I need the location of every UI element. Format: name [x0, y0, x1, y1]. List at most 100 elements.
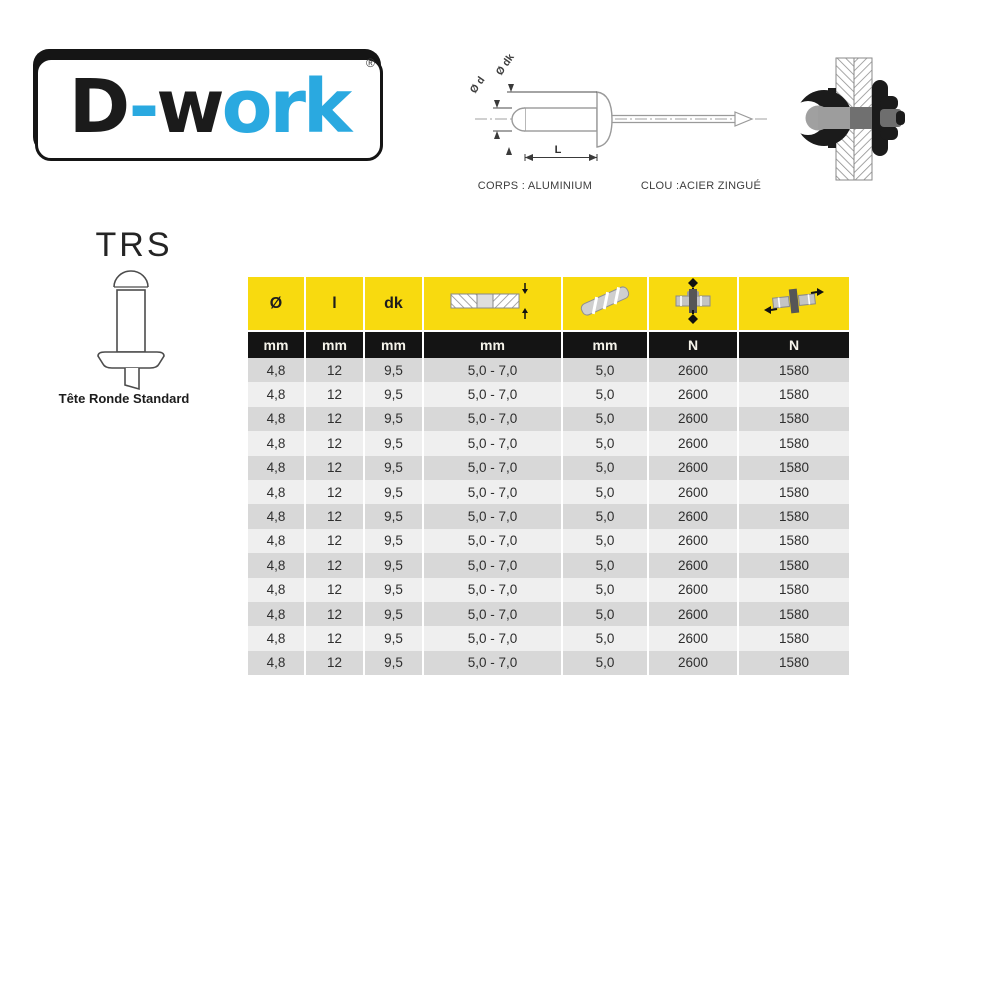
table-cell: 9,5 — [364, 479, 424, 505]
table-cell: 2600 — [648, 382, 739, 407]
table-cell: 5,0 - 7,0 — [423, 650, 563, 676]
table-cell: 5,0 — [562, 382, 649, 407]
table-cell: 2600 — [648, 528, 739, 554]
table-row: 4,8 12 9,5 5,0 - 7,0 5,0 2600 1580 — [248, 358, 849, 383]
table-cell: 12 — [305, 358, 365, 383]
table-cell: 5,0 — [562, 577, 649, 602]
table-cell: 5,0 — [562, 601, 649, 627]
table-row: 4,8 12 9,5 5,0 - 7,0 5,0 2600 1580 — [248, 601, 849, 627]
table-cell: 5,0 - 7,0 — [423, 479, 563, 505]
table-cell: 5,0 - 7,0 — [423, 358, 563, 383]
table-row: 4,8 12 9,5 5,0 - 7,0 5,0 2600 1580 — [248, 455, 849, 480]
table-cell: 2600 — [648, 577, 739, 602]
nail-material-label: CLOU :ACIER ZINGUÉ — [640, 180, 762, 192]
table-cell: 9,5 — [364, 553, 424, 578]
table-cell: 5,0 — [562, 504, 649, 529]
logo-part-1: D — [68, 64, 132, 150]
table-cell: 5,0 — [562, 650, 649, 676]
table-row: 4,8 12 9,5 5,0 - 7,0 5,0 2600 1580 — [248, 626, 849, 651]
table-cell: 5,0 — [562, 358, 649, 383]
unit-cell: mm — [562, 330, 649, 358]
table-cell: 5,0 — [562, 626, 649, 651]
table-cell: 12 — [305, 577, 365, 602]
table-cell: 12 — [305, 406, 365, 432]
table-cell: 1580 — [738, 479, 849, 505]
table-row: 4,8 12 9,5 5,0 - 7,0 5,0 2600 1580 — [248, 577, 849, 602]
brand-logo: D-work — [35, 57, 383, 161]
table-cell: 5,0 - 7,0 — [423, 504, 563, 529]
column-header-grip-range — [423, 277, 563, 331]
table-row: 4,8 12 9,5 5,0 - 7,0 5,0 2600 1580 — [248, 528, 849, 554]
table-cell: 5,0 - 7,0 — [423, 455, 563, 480]
table-cell: 5,0 - 7,0 — [423, 601, 563, 627]
table-cell: 5,0 — [562, 431, 649, 456]
table-cell: 9,5 — [364, 577, 424, 602]
logo-part-4: ork — [221, 64, 353, 150]
table-cell: 9,5 — [364, 626, 424, 651]
table-cell: 4,8 — [248, 479, 306, 505]
table-cell: 9,5 — [364, 382, 424, 407]
sheet-cross-section — [853, 57, 873, 111]
table-cell: 5,0 - 7,0 — [423, 431, 563, 456]
table-cell: 9,5 — [364, 431, 424, 456]
table-cell: 9,5 — [364, 504, 424, 529]
head-diameter-symbol: dk — [384, 294, 403, 312]
dim-length-label: L — [555, 144, 562, 156]
table-cell: 12 — [305, 601, 365, 627]
table-units-row: mm mm mm mm mm N N — [248, 330, 849, 358]
rivet-dome-head-outline — [511, 107, 526, 132]
unit-cell: N — [738, 330, 849, 358]
unit-cell: mm — [364, 330, 424, 358]
table-cell: 1580 — [738, 358, 849, 383]
table-cell: 12 — [305, 382, 365, 407]
table-cell: 4,8 — [248, 528, 306, 554]
table-cell: 12 — [305, 455, 365, 480]
table-cell: 4,8 — [248, 650, 306, 676]
trs-mandrel-stub — [124, 368, 140, 391]
table-cell: 9,5 — [364, 650, 424, 676]
unit-cell: mm — [423, 330, 563, 358]
table-cell: 2600 — [648, 553, 739, 578]
table-row: 4,8 12 9,5 5,0 - 7,0 5,0 2600 1580 — [248, 553, 849, 578]
spec-table: Ø l dk — [248, 277, 849, 676]
rivet-body-outline — [524, 107, 598, 132]
trs-flange — [97, 351, 165, 369]
table-row: 4,8 12 9,5 5,0 - 7,0 5,0 2600 1580 — [248, 431, 849, 456]
table-cell: 5,0 — [562, 406, 649, 432]
table-cell: 5,0 - 7,0 — [423, 528, 563, 554]
table-row: 4,8 12 9,5 5,0 - 7,0 5,0 2600 1580 — [248, 479, 849, 505]
tensile-strength-icon — [675, 278, 711, 324]
table-cell: 5,0 - 7,0 — [423, 626, 563, 651]
shear-strength-icon — [764, 288, 824, 314]
table-cell: 12 — [305, 650, 365, 676]
unit-cell: N — [648, 330, 739, 358]
table-cell: 5,0 — [562, 479, 649, 505]
installed-rivet-illustration — [792, 57, 905, 181]
table-cell: 9,5 — [364, 601, 424, 627]
registered-trademark-symbol: ® — [366, 56, 375, 70]
column-header-tensile — [648, 277, 739, 331]
table-cell: 12 — [305, 431, 365, 456]
table-cell: 4,8 — [248, 406, 306, 432]
grip-range-icon — [450, 283, 528, 319]
unit-cell: mm — [248, 330, 306, 358]
spec-table-body: 4,8 12 9,5 5,0 - 7,0 5,0 2600 1580 4,8 12 9,5 5,0 … — [248, 358, 849, 676]
table-cell: 4,8 — [248, 553, 306, 578]
table-header-row: Ø l dk — [248, 277, 849, 331]
table-cell: 12 — [305, 626, 365, 651]
table-cell: 9,5 — [364, 455, 424, 480]
table-cell: 1580 — [738, 577, 849, 602]
table-cell: 4,8 — [248, 504, 306, 529]
table-cell: 12 — [305, 553, 365, 578]
table-cell: 4,8 — [248, 431, 306, 456]
table-cell: 4,8 — [248, 358, 306, 383]
table-cell: 1580 — [738, 601, 849, 627]
column-header-head-diameter: dk — [364, 277, 424, 331]
column-header-length: l — [305, 277, 365, 331]
table-cell: 12 — [305, 479, 365, 505]
logo-part-2: - — [128, 64, 160, 150]
column-header-drill — [562, 277, 649, 331]
table-cell: 2600 — [648, 650, 739, 676]
mandrel-tip — [734, 111, 754, 127]
table-row: 4,8 12 9,5 5,0 - 7,0 5,0 2600 1580 — [248, 504, 849, 529]
